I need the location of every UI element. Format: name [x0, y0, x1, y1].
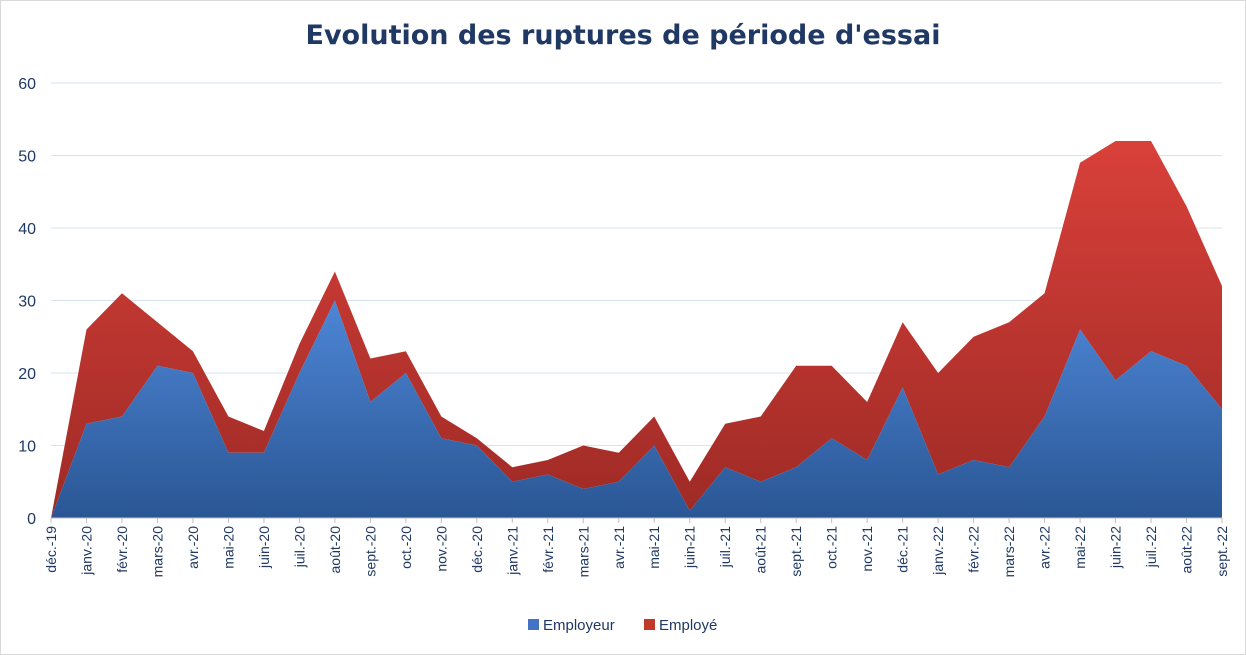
x-tick-label: juil.-22	[1143, 526, 1159, 568]
legend-swatch	[644, 619, 655, 630]
y-tick-label: 20	[18, 366, 36, 383]
chart-title: Evolution des ruptures de période d'essa…	[305, 20, 941, 51]
x-tick-label: août-20	[327, 526, 343, 574]
x-tick-label: févr.-22	[966, 526, 982, 573]
x-tick-label: mars-20	[149, 526, 165, 578]
x-tick-label: janv.-21	[504, 526, 520, 576]
y-tick-label: 0	[27, 511, 36, 528]
x-tick-label: mai-21	[646, 526, 662, 569]
x-tick-label: juin-22	[1108, 526, 1124, 569]
series-area-employe	[51, 141, 1222, 518]
x-tick-label: sept.-21	[788, 526, 804, 577]
x-tick-label: avr.-22	[1037, 526, 1053, 569]
axes: 0 10 20 30 40 50 60 déc.-19 janv.-20 févr.-20 mars…	[18, 76, 1230, 577]
x-tick-label: juil.-20	[291, 526, 307, 568]
x-tick-label: avr.-20	[185, 526, 201, 569]
x-tick-label: sept.-20	[362, 526, 378, 577]
x-tick-label: déc.-19	[43, 526, 59, 573]
x-tick-label: août-22	[1179, 526, 1195, 574]
y-tick-label: 60	[18, 76, 36, 93]
legend-swatch	[528, 619, 539, 630]
x-tick-label: févr.-21	[540, 526, 556, 573]
legend-label: Employeur	[543, 617, 615, 634]
y-tick-label: 10	[18, 439, 36, 456]
series-areas	[51, 141, 1222, 518]
x-tick-label: févr.-20	[114, 526, 130, 573]
series-area-employeur	[51, 300, 1222, 518]
y-tick-label: 50	[18, 149, 36, 166]
x-tick-label: juin-20	[256, 526, 272, 569]
x-tick-label: mars-22	[1001, 526, 1017, 578]
legend: Employeur Employé	[528, 617, 717, 634]
x-tick-label: janv.-22	[930, 526, 946, 576]
x-tick-label: juin-21	[682, 526, 698, 569]
x-tick-label: mai-22	[1072, 526, 1088, 569]
x-tick-label: déc.-21	[895, 526, 911, 573]
legend-label: Employé	[659, 617, 717, 634]
y-tick-label: 40	[18, 221, 36, 238]
x-tick-label: nov.-20	[433, 526, 449, 572]
x-tick-label: déc.-20	[469, 526, 485, 573]
x-tick-label: sept.-22	[1214, 526, 1230, 577]
x-tick-label: avr.-21	[611, 526, 627, 569]
x-tick-label: nov.-21	[859, 526, 875, 572]
x-tick-label: août-21	[753, 526, 769, 574]
x-tick-label: mars-21	[575, 526, 591, 578]
x-tick-label: mai-20	[220, 526, 236, 569]
x-tick-label: juil.-21	[717, 526, 733, 568]
x-tick-label: oct.-21	[824, 526, 840, 569]
x-tick-label: janv.-20	[78, 526, 94, 576]
x-tick-label: oct.-20	[398, 526, 414, 569]
gridlines	[51, 82, 1222, 446]
y-tick-label: 30	[18, 294, 36, 311]
